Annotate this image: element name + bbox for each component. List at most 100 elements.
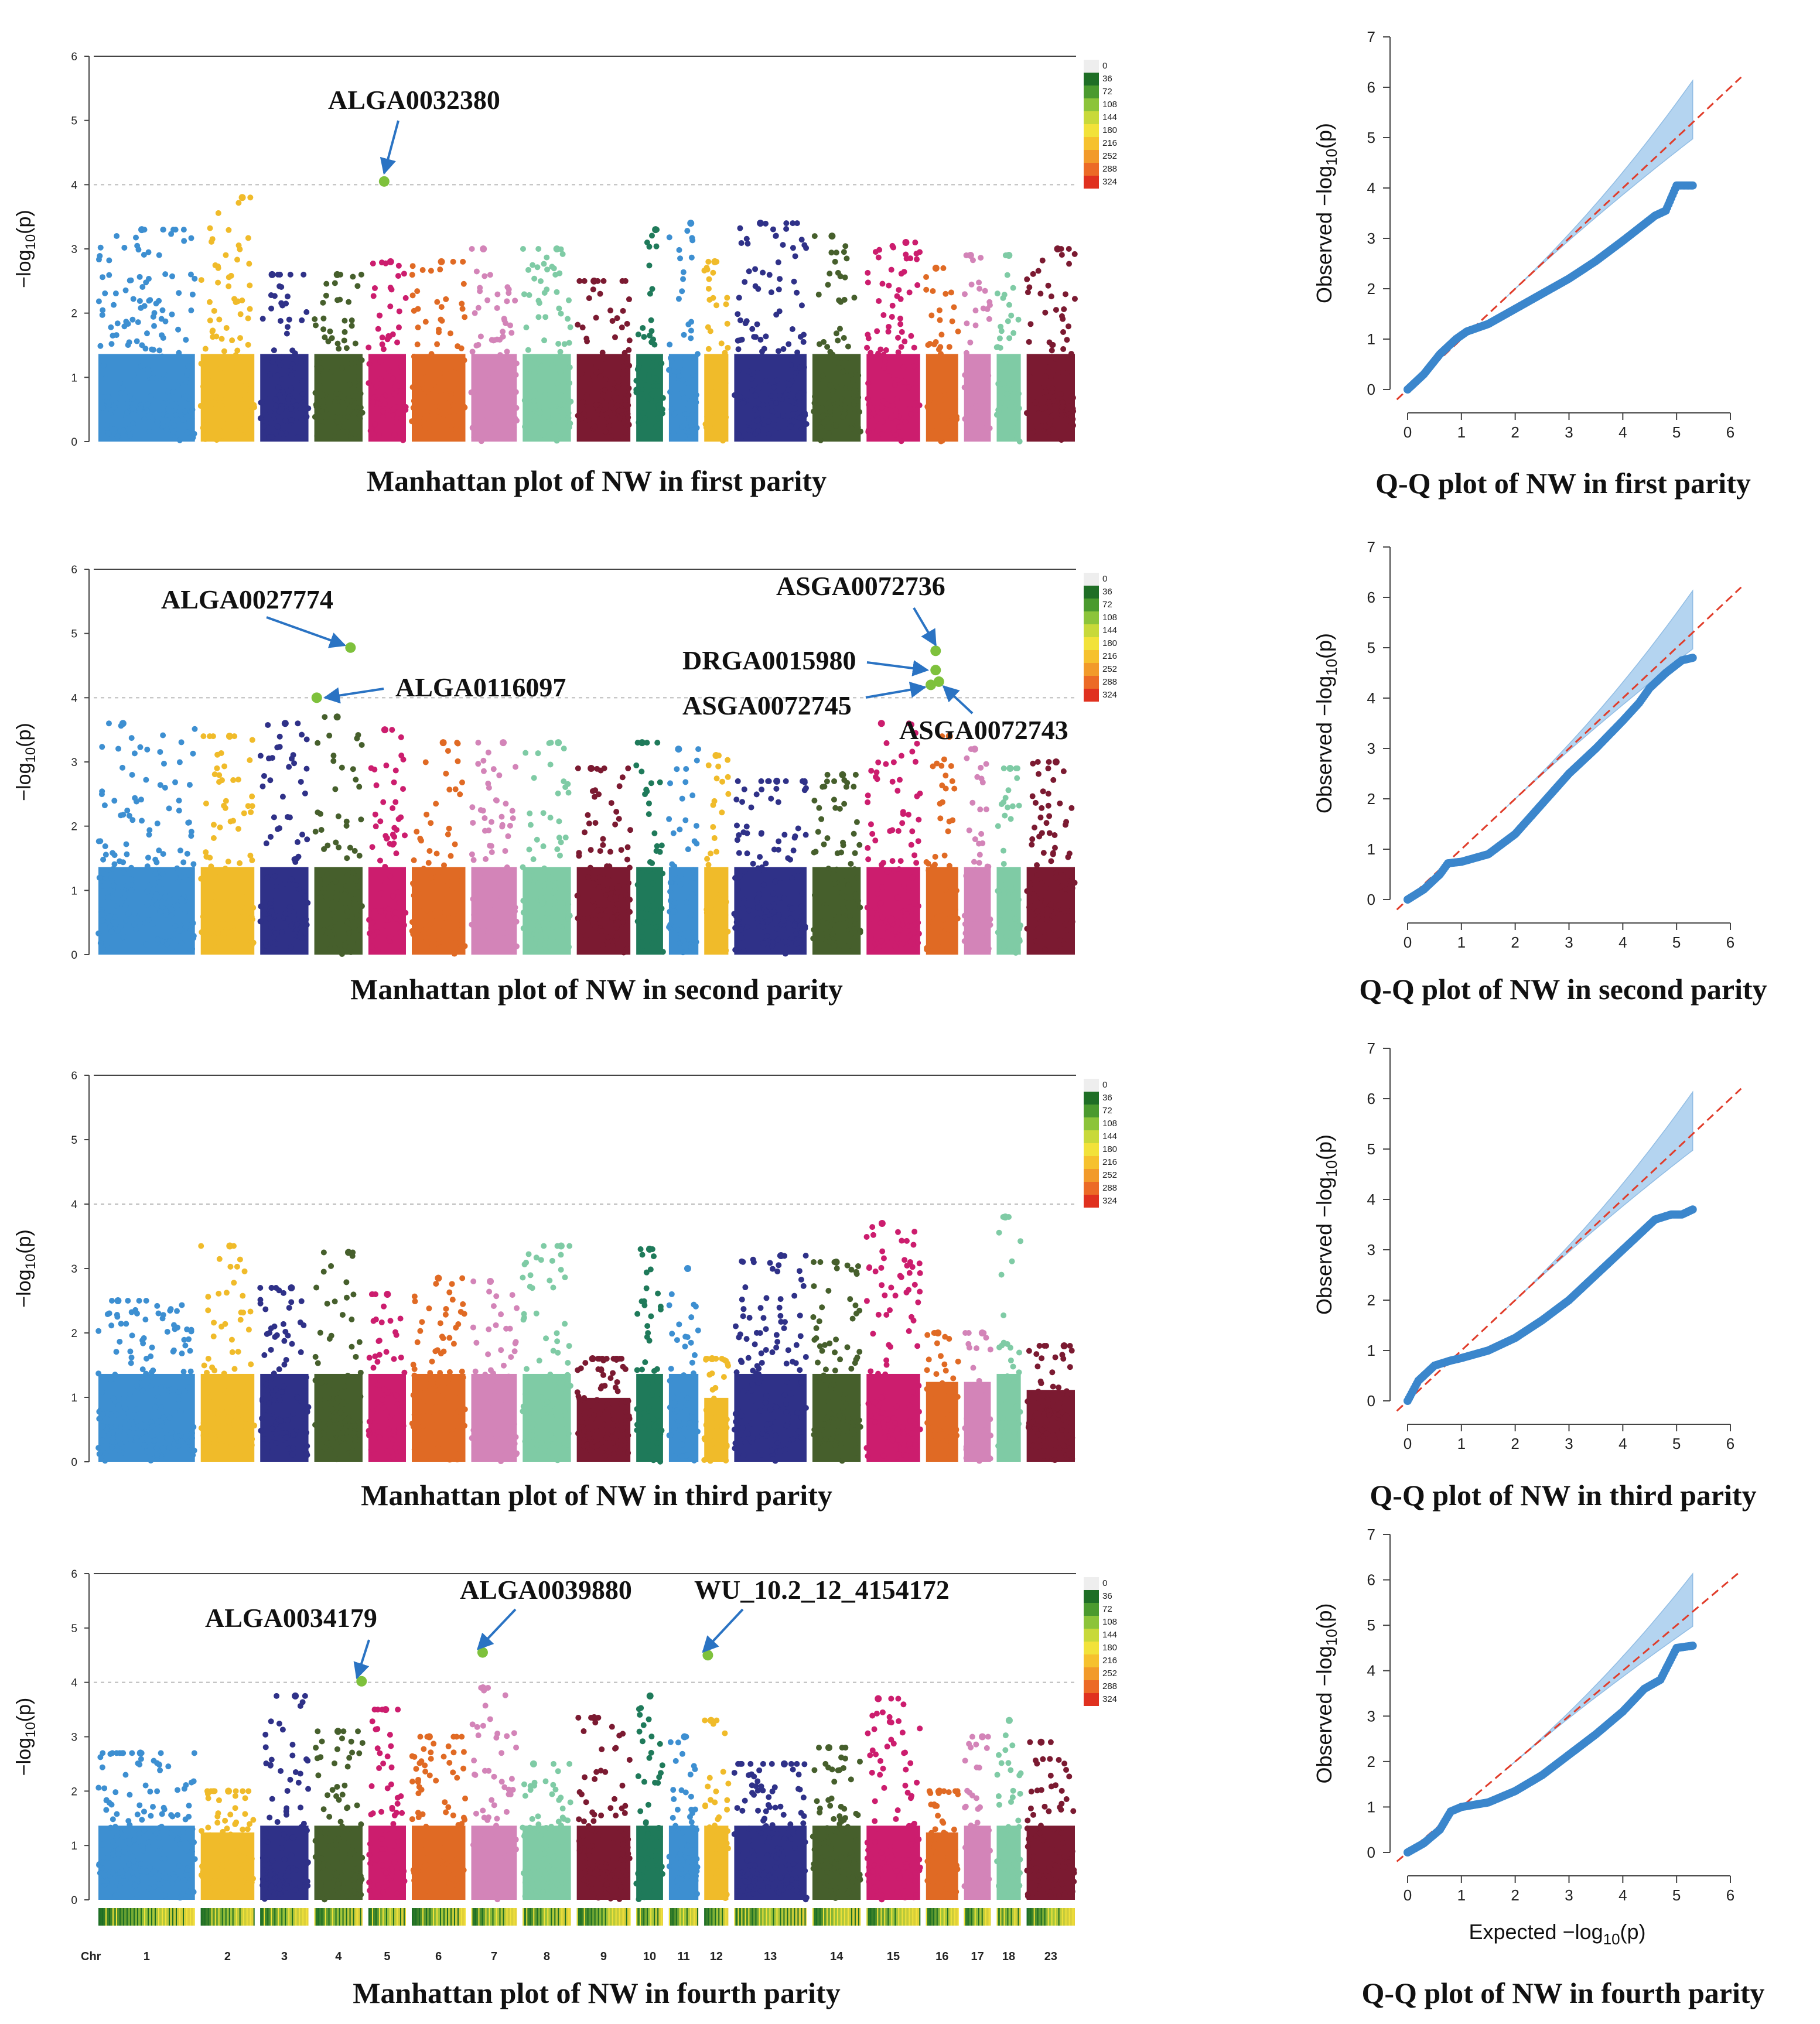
snp-point <box>682 817 689 823</box>
snp-point <box>179 1351 185 1357</box>
snp-point <box>526 846 532 853</box>
snp-point <box>545 1442 552 1448</box>
legend-label-72: 72 <box>1102 600 1112 610</box>
snp-point <box>874 414 880 420</box>
snp-point <box>666 924 672 931</box>
snp-point <box>1003 933 1009 939</box>
snp-point <box>230 818 237 824</box>
snp-point <box>148 393 154 399</box>
snp-point <box>532 404 538 411</box>
snp-point <box>168 231 175 237</box>
snp-point <box>586 295 592 302</box>
snp-point <box>470 819 476 826</box>
snp-point <box>626 296 632 303</box>
snp-point <box>667 389 674 395</box>
snp-point <box>832 1367 838 1374</box>
snp-point <box>797 364 803 371</box>
snp-point <box>668 1291 675 1297</box>
snp-point <box>402 295 409 301</box>
snp-point <box>800 389 807 396</box>
snp-point <box>185 413 191 419</box>
snp-point <box>110 866 116 872</box>
snp-point <box>301 271 307 278</box>
snp-point <box>498 1458 504 1465</box>
legend-label-36: 36 <box>1102 587 1112 597</box>
snp-point <box>790 847 797 854</box>
snp-point <box>842 1409 848 1416</box>
snp-point <box>792 405 798 412</box>
snp-point <box>173 404 179 411</box>
snp-point <box>234 347 241 354</box>
snp-point <box>321 1431 327 1437</box>
snp-point <box>556 852 563 859</box>
snp-point <box>741 896 747 902</box>
snp-point <box>947 380 954 386</box>
snp-point <box>284 1434 290 1441</box>
snp-point <box>503 1325 510 1332</box>
snp-point <box>460 1375 466 1381</box>
snp-point <box>247 282 253 289</box>
snp-point <box>241 1268 248 1274</box>
snp-point <box>108 1322 115 1329</box>
snp-point <box>217 824 223 830</box>
snp-point <box>821 1376 828 1383</box>
snp-point <box>332 1430 338 1436</box>
chromosome-17-points <box>961 746 993 955</box>
snp-point <box>497 1449 503 1455</box>
snp-point <box>829 931 836 937</box>
snp-point <box>146 832 152 838</box>
snp-point <box>331 414 337 420</box>
snp-point <box>749 1398 755 1404</box>
chromosome-11-max-point <box>675 746 682 753</box>
snp-point <box>841 1428 848 1434</box>
snp-point <box>226 283 232 289</box>
snp-point <box>799 912 805 919</box>
snp-point <box>620 434 626 440</box>
chromosome-2-max-point <box>226 733 233 740</box>
snp-point <box>235 826 241 832</box>
snp-point <box>950 1375 957 1382</box>
chromosome-13-max-point <box>773 777 781 785</box>
legend-swatch-180 <box>1084 124 1099 137</box>
snp-point <box>450 1341 457 1347</box>
snp-point <box>198 360 204 367</box>
snp-point <box>1057 391 1064 398</box>
snp-point <box>1062 291 1068 298</box>
snp-point <box>428 874 435 881</box>
snp-point <box>223 1290 230 1296</box>
snp-point <box>451 369 457 375</box>
snp-point <box>750 1256 756 1263</box>
snp-point <box>245 235 251 241</box>
snp-point <box>1008 883 1014 889</box>
snp-point <box>205 1294 211 1300</box>
snp-point <box>906 289 913 296</box>
chromosome-13-max-point <box>777 1252 785 1259</box>
snp-point <box>583 932 589 939</box>
snp-point <box>575 412 581 419</box>
snp-point <box>870 1232 876 1238</box>
snp-point <box>247 194 254 201</box>
snp-point <box>453 939 459 946</box>
snp-point <box>733 822 740 829</box>
snp-point <box>1044 906 1050 912</box>
snp-point <box>141 416 148 422</box>
snp-point <box>626 337 633 344</box>
snp-point <box>745 241 751 247</box>
snp-point <box>355 884 361 890</box>
snp-point <box>520 898 527 904</box>
snp-point <box>914 282 921 288</box>
snp-point <box>118 413 124 419</box>
snp-point <box>775 799 781 805</box>
snp-point <box>1037 290 1044 297</box>
snp-point <box>414 1339 421 1345</box>
snp-point <box>110 1395 117 1401</box>
snp-point <box>565 415 572 421</box>
snp-point <box>138 1375 144 1382</box>
chromosome-15-max-point <box>877 720 885 727</box>
snp-point <box>889 1436 896 1442</box>
snp-point <box>289 1451 296 1458</box>
snp-point <box>145 854 151 861</box>
snp-point <box>943 290 949 297</box>
snp-point <box>892 407 899 413</box>
snp-point <box>371 767 378 773</box>
